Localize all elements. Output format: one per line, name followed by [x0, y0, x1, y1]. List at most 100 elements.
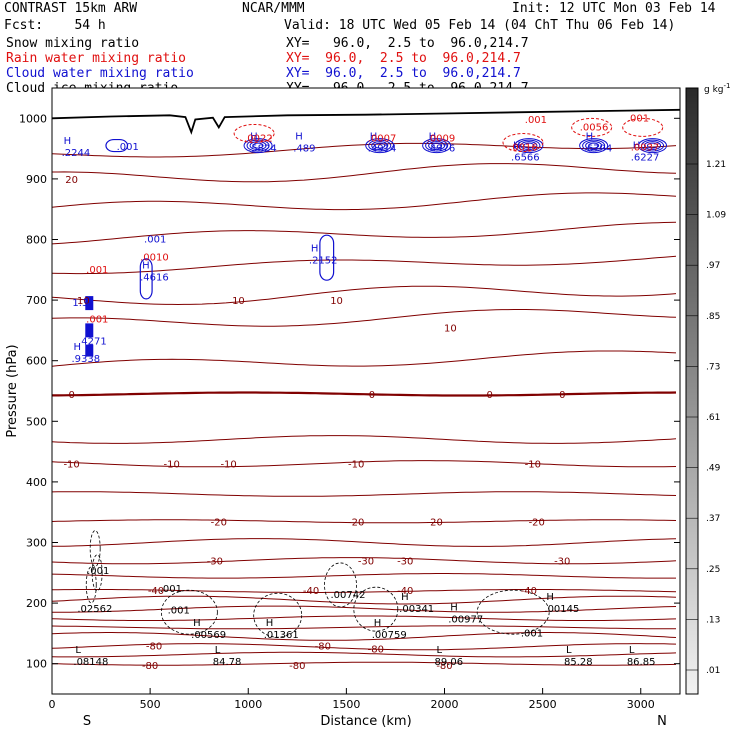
y-axis-label: Pressure (hPa) — [5, 344, 20, 437]
y-tick-label: 500 — [26, 415, 47, 428]
isotherm-label: -20 — [427, 517, 443, 528]
extremum-marker: L — [75, 645, 81, 656]
extremum-marker: L — [437, 645, 443, 656]
isotherm-label: -20 — [348, 517, 364, 528]
isotherm-line — [52, 595, 677, 605]
colorbar-level-label: .13 — [706, 615, 720, 625]
isotherm-label: -10 — [63, 460, 79, 471]
y-tick-label: 200 — [26, 597, 47, 610]
x-end-label-right: N — [657, 714, 667, 729]
cloud-water-contour — [139, 258, 153, 300]
extremum-value: .489 — [293, 144, 315, 155]
extremum-marker: H — [633, 141, 641, 152]
isotherm-label: -80 — [368, 645, 384, 656]
isotherm-line — [52, 589, 677, 593]
y-tick-label: 700 — [26, 294, 47, 307]
extremum-value: .2152 — [309, 256, 338, 267]
cloud-water-contour — [585, 141, 603, 151]
isotherm-label: 0 — [369, 390, 375, 401]
extremum-value: .00145 — [544, 604, 579, 615]
colorbar-level-label: .73 — [706, 362, 720, 372]
extremum-value: 84.78 — [213, 657, 242, 668]
extremum-value: .00341 — [399, 604, 434, 615]
init-time: Init: 12 UTC Mon 03 Feb 14 — [512, 1, 716, 16]
rain-water-contour — [502, 133, 544, 153]
extremum-marker: H — [64, 136, 72, 147]
extremum-value: .6227 — [631, 153, 660, 164]
isotherm-line — [52, 615, 677, 621]
extremum-marker: L — [215, 645, 221, 656]
rain-water-contour — [622, 117, 664, 137]
extremum-marker: H — [266, 618, 274, 629]
cloud-water-contour — [365, 138, 395, 154]
cloud-water-maximum-marker — [85, 323, 94, 338]
extremum-value: .001 — [86, 265, 108, 276]
extremum-value: .001 — [86, 314, 108, 325]
extremum-value: .001 — [627, 113, 649, 124]
y-tick-label: 600 — [26, 355, 47, 368]
extremum-marker: H — [295, 132, 303, 143]
isotherm-line — [52, 661, 677, 666]
model-title: CONTRAST 15km ARW — [4, 1, 138, 16]
extremum-value: .6794 — [584, 144, 613, 155]
extremum-value: 4271 — [81, 336, 106, 347]
colorbar-level-label: .97 — [706, 261, 720, 271]
colorbar-level-label: .61 — [706, 413, 720, 423]
extremum-value: .0009 — [427, 133, 456, 144]
y-tick-label: 100 — [26, 658, 47, 671]
colorbar-level-label: 1.21 — [706, 160, 726, 170]
isotherm-line — [52, 255, 677, 275]
colorbar-level-label: 1.09 — [706, 211, 726, 221]
cloud-water-contour — [579, 138, 609, 154]
cloud-ice-contour — [85, 566, 97, 604]
isotherm-label: 10 — [330, 296, 343, 307]
extremum-value: .001 — [87, 566, 109, 577]
cloud-water-maximum-marker — [85, 344, 94, 357]
extremum-marker: H — [450, 602, 458, 613]
cloud-water-contour — [582, 139, 606, 152]
isotherm-label: 10 — [232, 296, 245, 307]
isotherm-line — [52, 309, 677, 327]
isotherm-label: -10 — [220, 460, 236, 471]
extremum-marker: H — [429, 132, 437, 143]
cloud-water-contour — [252, 142, 264, 149]
extremum-value: 1.3 — [72, 298, 88, 309]
extremum-value: .00977 — [448, 614, 483, 625]
cloud-ice-contour — [89, 530, 101, 567]
cloud-water-contour — [368, 139, 392, 152]
isotherm-label: -40 — [397, 586, 413, 597]
cloud-water-contour — [425, 139, 449, 152]
isotherm-line — [52, 625, 676, 630]
isotherm-label: -30 — [554, 557, 570, 568]
extremum-marker: H — [401, 592, 409, 603]
x-tick-label: 500 — [140, 698, 161, 711]
extremum-value: .2244 — [62, 148, 91, 159]
extremum-value: .01361 — [264, 630, 299, 641]
extremum-marker: H — [311, 244, 319, 255]
extremum-value: .0022 — [244, 133, 273, 144]
field-xy-rain: XY= 96.0, 2.5 to 96.0,214.7 — [286, 51, 521, 66]
isotherm-label: -10 — [348, 460, 364, 471]
isotherm-line — [52, 435, 677, 444]
isotherm-label: -10 — [164, 460, 180, 471]
extremum-value: 86.85 — [627, 657, 656, 668]
rain-water-contour — [571, 117, 613, 137]
isotherm-line — [52, 192, 677, 211]
isotherm-label: 10 — [444, 323, 457, 334]
extremum-marker: H — [513, 141, 521, 152]
x-tick-label: 3000 — [627, 698, 655, 711]
y-tick-label: 400 — [26, 476, 47, 489]
terrain-profile — [52, 108, 680, 135]
extremum-marker: L — [629, 645, 635, 656]
cloud-water-contour — [374, 142, 386, 149]
x-axis-label: Distance (km) — [320, 714, 411, 729]
extremum-value: .00742 — [330, 590, 365, 601]
isotherm-line — [52, 221, 677, 245]
isotherm-line — [52, 391, 677, 397]
extremum-value: .00759 — [372, 630, 407, 641]
cloud-ice-contour — [324, 562, 357, 608]
isotherm-label: 20 — [65, 175, 78, 186]
extremum-value: .6566 — [511, 153, 540, 164]
isotherm-line — [52, 142, 677, 158]
colorbar: .01 .13 .25 .37 .49 .61 .73 .85 .97 1.09 1.21 g kg… — [685, 82, 730, 695]
